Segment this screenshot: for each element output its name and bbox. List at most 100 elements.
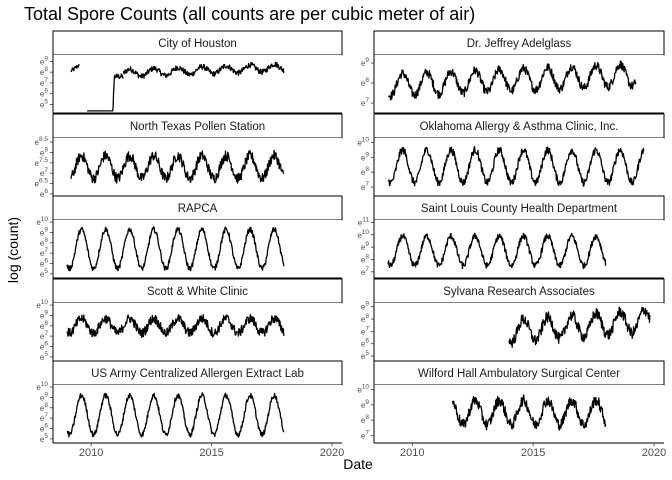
panel-area — [53, 220, 342, 278]
strip-label: City of Houston — [158, 38, 237, 50]
series-line — [66, 226, 285, 272]
y-tick-label: e6 — [40, 88, 48, 99]
strip-label: US Army Centralized Allergen Extract Lab — [91, 368, 304, 380]
x-tick-label: 2015 — [199, 447, 223, 459]
panel-area — [374, 385, 664, 443]
strip-label: Scott & White Clinic — [147, 286, 248, 298]
strip-label: North Texas Pollen Station — [130, 121, 265, 133]
series-line — [66, 313, 285, 338]
panel-us-army-centralized-allergen-extract-lab: US Army Centralized Allergen Extract Lab… — [36, 360, 343, 444]
y-tick-label: e6 — [40, 188, 48, 199]
strip-label: Oklahoma Allergy & Asthma Clinic, Inc. — [420, 121, 619, 133]
y-tick-label: e7 — [361, 97, 369, 108]
x-axis-title: Date — [343, 456, 373, 472]
series-line — [387, 146, 645, 187]
series-line — [111, 73, 124, 112]
y-tick-label: e8 — [40, 66, 48, 77]
y-tick-label: e9 — [361, 57, 369, 68]
panel-wilford-hall-ambulatory-surgical-center: Wilford Hall Ambulatory Surgical Center e… — [357, 360, 665, 444]
y-tick-label: e7 — [40, 412, 48, 423]
x-tick-label: 2020 — [320, 447, 344, 459]
y-tick-label: e6 — [40, 341, 48, 352]
y-axis-title: log (count) — [5, 217, 21, 283]
y-tick-label: e7 — [40, 77, 48, 88]
y-tick-label: e7 — [361, 266, 369, 277]
y-tick-label: e9 — [40, 309, 48, 320]
y-tick-label: e10 — [357, 229, 369, 240]
y-tick-label: e7.5 — [35, 157, 49, 168]
series-line — [70, 149, 285, 184]
series-line — [387, 60, 637, 101]
strip-box — [373, 360, 665, 386]
strip-box — [52, 195, 343, 221]
strip-label: Wilford Hall Ambulatory Surgical Center — [418, 368, 620, 380]
y-tick-label: e8 — [40, 237, 48, 248]
strip-box — [373, 278, 665, 304]
y-tick-label: e9 — [361, 301, 369, 312]
y-tick-label: e9 — [40, 55, 48, 66]
y-tick-label: e6.5 — [35, 178, 49, 189]
series-line — [451, 394, 607, 431]
y-tick-label: e5 — [40, 268, 48, 279]
panel-dr-jeffrey-adelglass: Dr. Jeffrey Adelglass e7 e8 e9 — [361, 30, 665, 114]
y-tick-label: e8 — [361, 253, 369, 264]
y-tick-label: e5 — [361, 350, 369, 361]
y-tick-label: e7 — [40, 330, 48, 341]
series-line — [508, 306, 651, 348]
series-line — [387, 232, 607, 270]
panel-area — [374, 138, 664, 196]
strip-box — [52, 278, 343, 304]
panel-area — [53, 303, 342, 361]
series-line — [70, 64, 80, 73]
panel-area — [374, 55, 664, 113]
chart-title: Total Spore Counts (all counts are per c… — [24, 4, 475, 24]
y-tick-label: e10 — [36, 299, 48, 310]
y-tick-label: e8.5 — [35, 136, 49, 147]
x-tick-label: 2010 — [400, 447, 424, 459]
panel-saint-louis-county-health-department: Saint Louis County Health Department e7 e8… — [357, 195, 665, 279]
y-tick-label: e10 — [357, 136, 369, 147]
y-tick-label: e10 — [36, 381, 48, 392]
y-tick-label: e5 — [40, 433, 48, 444]
y-tick-label: e5 — [40, 98, 48, 109]
panel-area — [53, 385, 342, 443]
y-tick-label: e9 — [40, 391, 48, 402]
y-tick-label: e8 — [361, 166, 369, 177]
series-line — [66, 392, 285, 438]
y-tick-label: e7 — [361, 429, 369, 440]
y-tick-label: e6 — [40, 258, 48, 269]
strip-box — [52, 113, 343, 139]
panel-area — [374, 303, 664, 361]
x-tick-label: 2015 — [521, 447, 545, 459]
strip-label: RAPCA — [178, 203, 218, 215]
y-tick-label: e8 — [40, 402, 48, 413]
panel-area — [374, 220, 664, 278]
panel-oklahoma-allergy-asthma-clinic-inc: Oklahoma Allergy & Asthma Clinic, Inc. e7… — [357, 113, 665, 197]
y-tick-label: e8 — [361, 77, 369, 88]
x-tick-label: 2020 — [642, 447, 666, 459]
y-tick-label: e6 — [40, 423, 48, 434]
strip-box — [373, 195, 665, 221]
panel-area — [53, 55, 342, 113]
y-tick-label: e7 — [361, 325, 369, 336]
x-axes: 2010 2015 2020 2010 2015 2020 — [79, 443, 666, 459]
strip-box — [373, 30, 665, 56]
x-tick-label: 2010 — [79, 447, 103, 459]
y-tick-label: e7 — [361, 181, 369, 192]
y-tick-label: e8 — [40, 320, 48, 331]
y-tick-label: e7 — [40, 247, 48, 258]
y-tick-label: e9 — [40, 226, 48, 237]
strip-label: Saint Louis County Health Department — [421, 203, 618, 215]
strip-box — [373, 113, 665, 139]
y-tick-label: e10 — [357, 384, 369, 395]
y-tick-label: e8 — [361, 313, 369, 324]
y-tick-label: e8 — [40, 147, 48, 158]
y-tick-label: e9 — [361, 399, 369, 410]
y-tick-label: e10 — [36, 216, 48, 227]
